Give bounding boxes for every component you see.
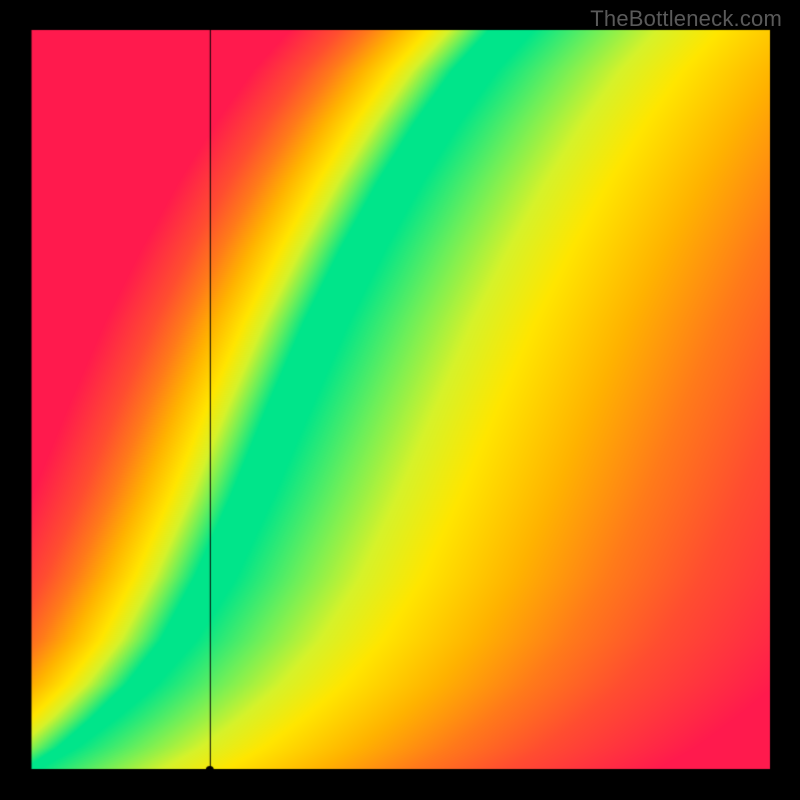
bottleneck-heatmap [0, 0, 800, 800]
chart-container: TheBottleneck.com [0, 0, 800, 800]
watermark-text: TheBottleneck.com [590, 6, 782, 32]
